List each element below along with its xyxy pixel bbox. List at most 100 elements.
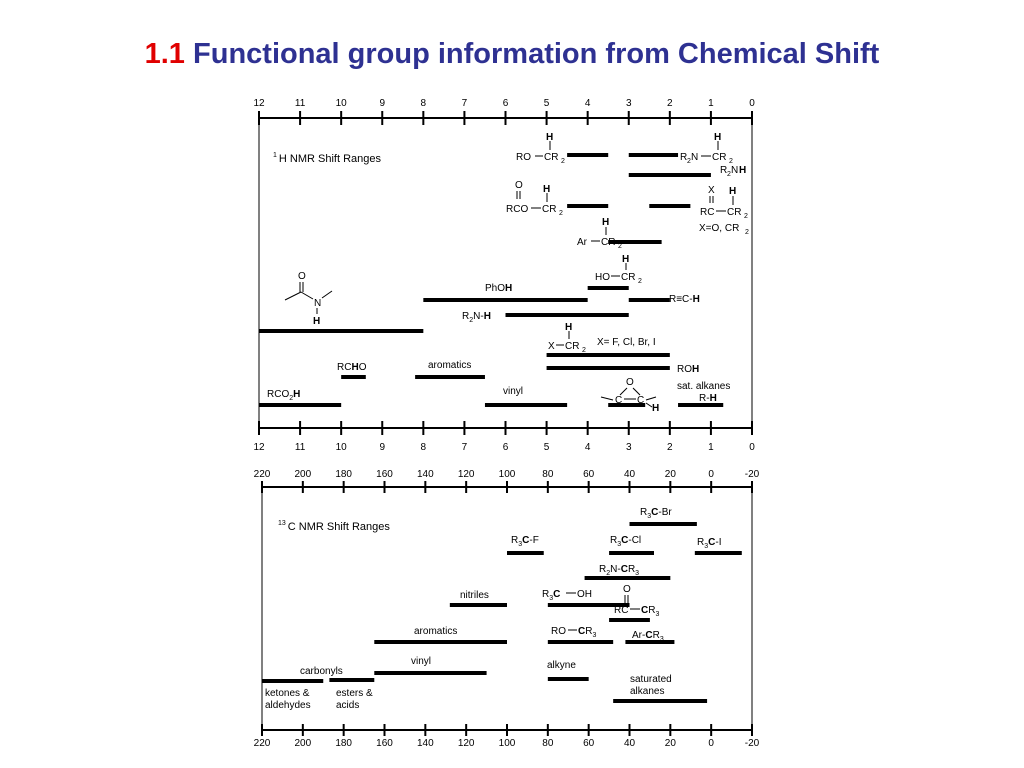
r-text: R xyxy=(697,537,704,548)
amide-structure: O N H xyxy=(284,271,333,327)
h-label-acid: RCO2H xyxy=(267,389,300,402)
c-label-ketone: O RC CR3 xyxy=(614,584,659,618)
roh-text: RO xyxy=(677,364,692,375)
h-atom: H xyxy=(565,322,572,333)
n-text: N- xyxy=(610,564,621,575)
subscript: 2 xyxy=(638,278,642,285)
subscript: 3 xyxy=(617,541,621,548)
h-label-roh: ROH xyxy=(677,364,699,375)
h-tick-label-bottom: 12 xyxy=(253,442,265,453)
h-atom: H xyxy=(602,217,609,228)
h-label-alkyne: R≡C-H xyxy=(669,294,700,305)
h-atom: H xyxy=(692,364,699,375)
cr3-text: CR3 xyxy=(641,605,659,618)
c-tick-label-top: 100 xyxy=(499,469,516,480)
c-label-esters: esters & xyxy=(336,688,373,699)
h-label-main: H NMR Shift Ranges xyxy=(279,153,382,165)
h-tick-label-top: 4 xyxy=(585,98,591,109)
h-tick-label-bottom: 9 xyxy=(379,442,385,453)
cr2-text: CR xyxy=(565,341,579,352)
c-tick-label-top: 220 xyxy=(254,469,271,480)
c-atom: C xyxy=(708,537,715,548)
h-tick-label-top: 3 xyxy=(626,98,632,109)
h-tick-label-bottom: 8 xyxy=(421,442,427,453)
x-eq-text: X=O, CR xyxy=(699,223,739,234)
h-atom: H xyxy=(543,184,550,195)
cr2-text: CR xyxy=(727,207,741,218)
amide-n-text: N xyxy=(314,298,321,309)
bond xyxy=(632,387,641,396)
c-label-acids: acids xyxy=(336,700,359,711)
c-tick-label-top: 120 xyxy=(458,469,475,480)
subscript: 3 xyxy=(518,541,522,548)
h-tick-label-top: 1 xyxy=(708,98,714,109)
c-tick-label-bottom: 80 xyxy=(542,738,554,749)
c-tick-label-bottom: 200 xyxy=(294,738,311,749)
phoh-text: PhO xyxy=(485,283,505,294)
subscript: 3 xyxy=(592,632,596,639)
ho-text: HO xyxy=(595,272,610,283)
h-label-benzylic: Ar CR 2 H xyxy=(577,217,622,250)
n-text: N xyxy=(731,165,738,176)
h-range-bars xyxy=(259,153,724,407)
halides-text: X= F, Cl, Br, I xyxy=(597,337,656,348)
c-tick-label-top: 140 xyxy=(417,469,434,480)
c-label-superscript: 13 xyxy=(278,520,286,527)
c-tick-label-bottom: 40 xyxy=(624,738,636,749)
rco-text: RCO xyxy=(267,389,289,400)
subscript: 2 xyxy=(561,158,565,165)
c-label-r2ncr3: R2N-CR3 xyxy=(599,564,639,577)
c-tick-label-top: -20 xyxy=(745,469,760,480)
epoxide-structure: O C C H xyxy=(600,377,659,414)
h-label-ether: RO CR 2 H xyxy=(516,132,565,165)
subscript: 2 xyxy=(469,317,473,324)
h-label-carbonyl: X RC CR 2 H X=O, CR 2 xyxy=(699,185,749,236)
c-tick-label-top: 20 xyxy=(665,469,677,480)
c-nmr-chart: 2202202002001801801601601401401201201001… xyxy=(254,469,760,749)
c-label-rocr3: RO CR3 xyxy=(551,626,596,639)
o-text: O xyxy=(359,362,367,373)
rc-text: RC xyxy=(614,605,628,616)
h-atom: H xyxy=(729,186,736,197)
ar-text: Ar- xyxy=(632,630,645,641)
r-text: R xyxy=(542,589,549,600)
r-text: R xyxy=(585,626,592,637)
r-text: R xyxy=(462,311,469,322)
cr2-text: CR xyxy=(621,272,635,283)
h-label-alcohol-ch: HO CR 2 H xyxy=(595,254,642,285)
h-atom: H xyxy=(622,254,629,265)
h-tick-label-top: 10 xyxy=(336,98,348,109)
epoxide-o-text: O xyxy=(626,377,634,388)
c-label-main: C NMR Shift Ranges xyxy=(288,521,391,533)
n-text: N xyxy=(691,152,698,163)
cr2-text: CR xyxy=(542,204,556,215)
c-label-arcr3: Ar-CR3 xyxy=(632,630,664,643)
c-chart-label: 13 C NMR Shift Ranges xyxy=(278,520,390,533)
c-tick-label-bottom: 160 xyxy=(376,738,393,749)
r-text: R xyxy=(628,564,635,575)
subscript: 2 xyxy=(687,158,691,165)
h-atom: H xyxy=(546,132,553,143)
h-label-rh: R-H xyxy=(699,393,717,404)
h-label-superscript: 1 xyxy=(273,152,277,159)
o-text: O xyxy=(623,584,631,595)
n-text: N- xyxy=(473,311,484,322)
cr2-text: CR xyxy=(544,152,558,163)
c-atom: C xyxy=(553,589,560,600)
f-text: -F xyxy=(529,535,538,546)
c-tick-label-bottom: 100 xyxy=(499,738,516,749)
cl-text: -Cl xyxy=(628,535,641,546)
ro-text: RO xyxy=(551,626,566,637)
c-label-carbonyls: carbonyls xyxy=(300,666,343,677)
subscript: 2 xyxy=(745,229,749,236)
subscript: 2 xyxy=(289,395,293,402)
h-atom: H xyxy=(652,403,659,414)
subscript: 3 xyxy=(635,570,639,577)
c-label-r3cf: R3C-F xyxy=(511,535,539,548)
rc-text: RC xyxy=(700,207,714,218)
c-atom: C xyxy=(522,535,529,546)
cr2-text: CR xyxy=(712,152,726,163)
